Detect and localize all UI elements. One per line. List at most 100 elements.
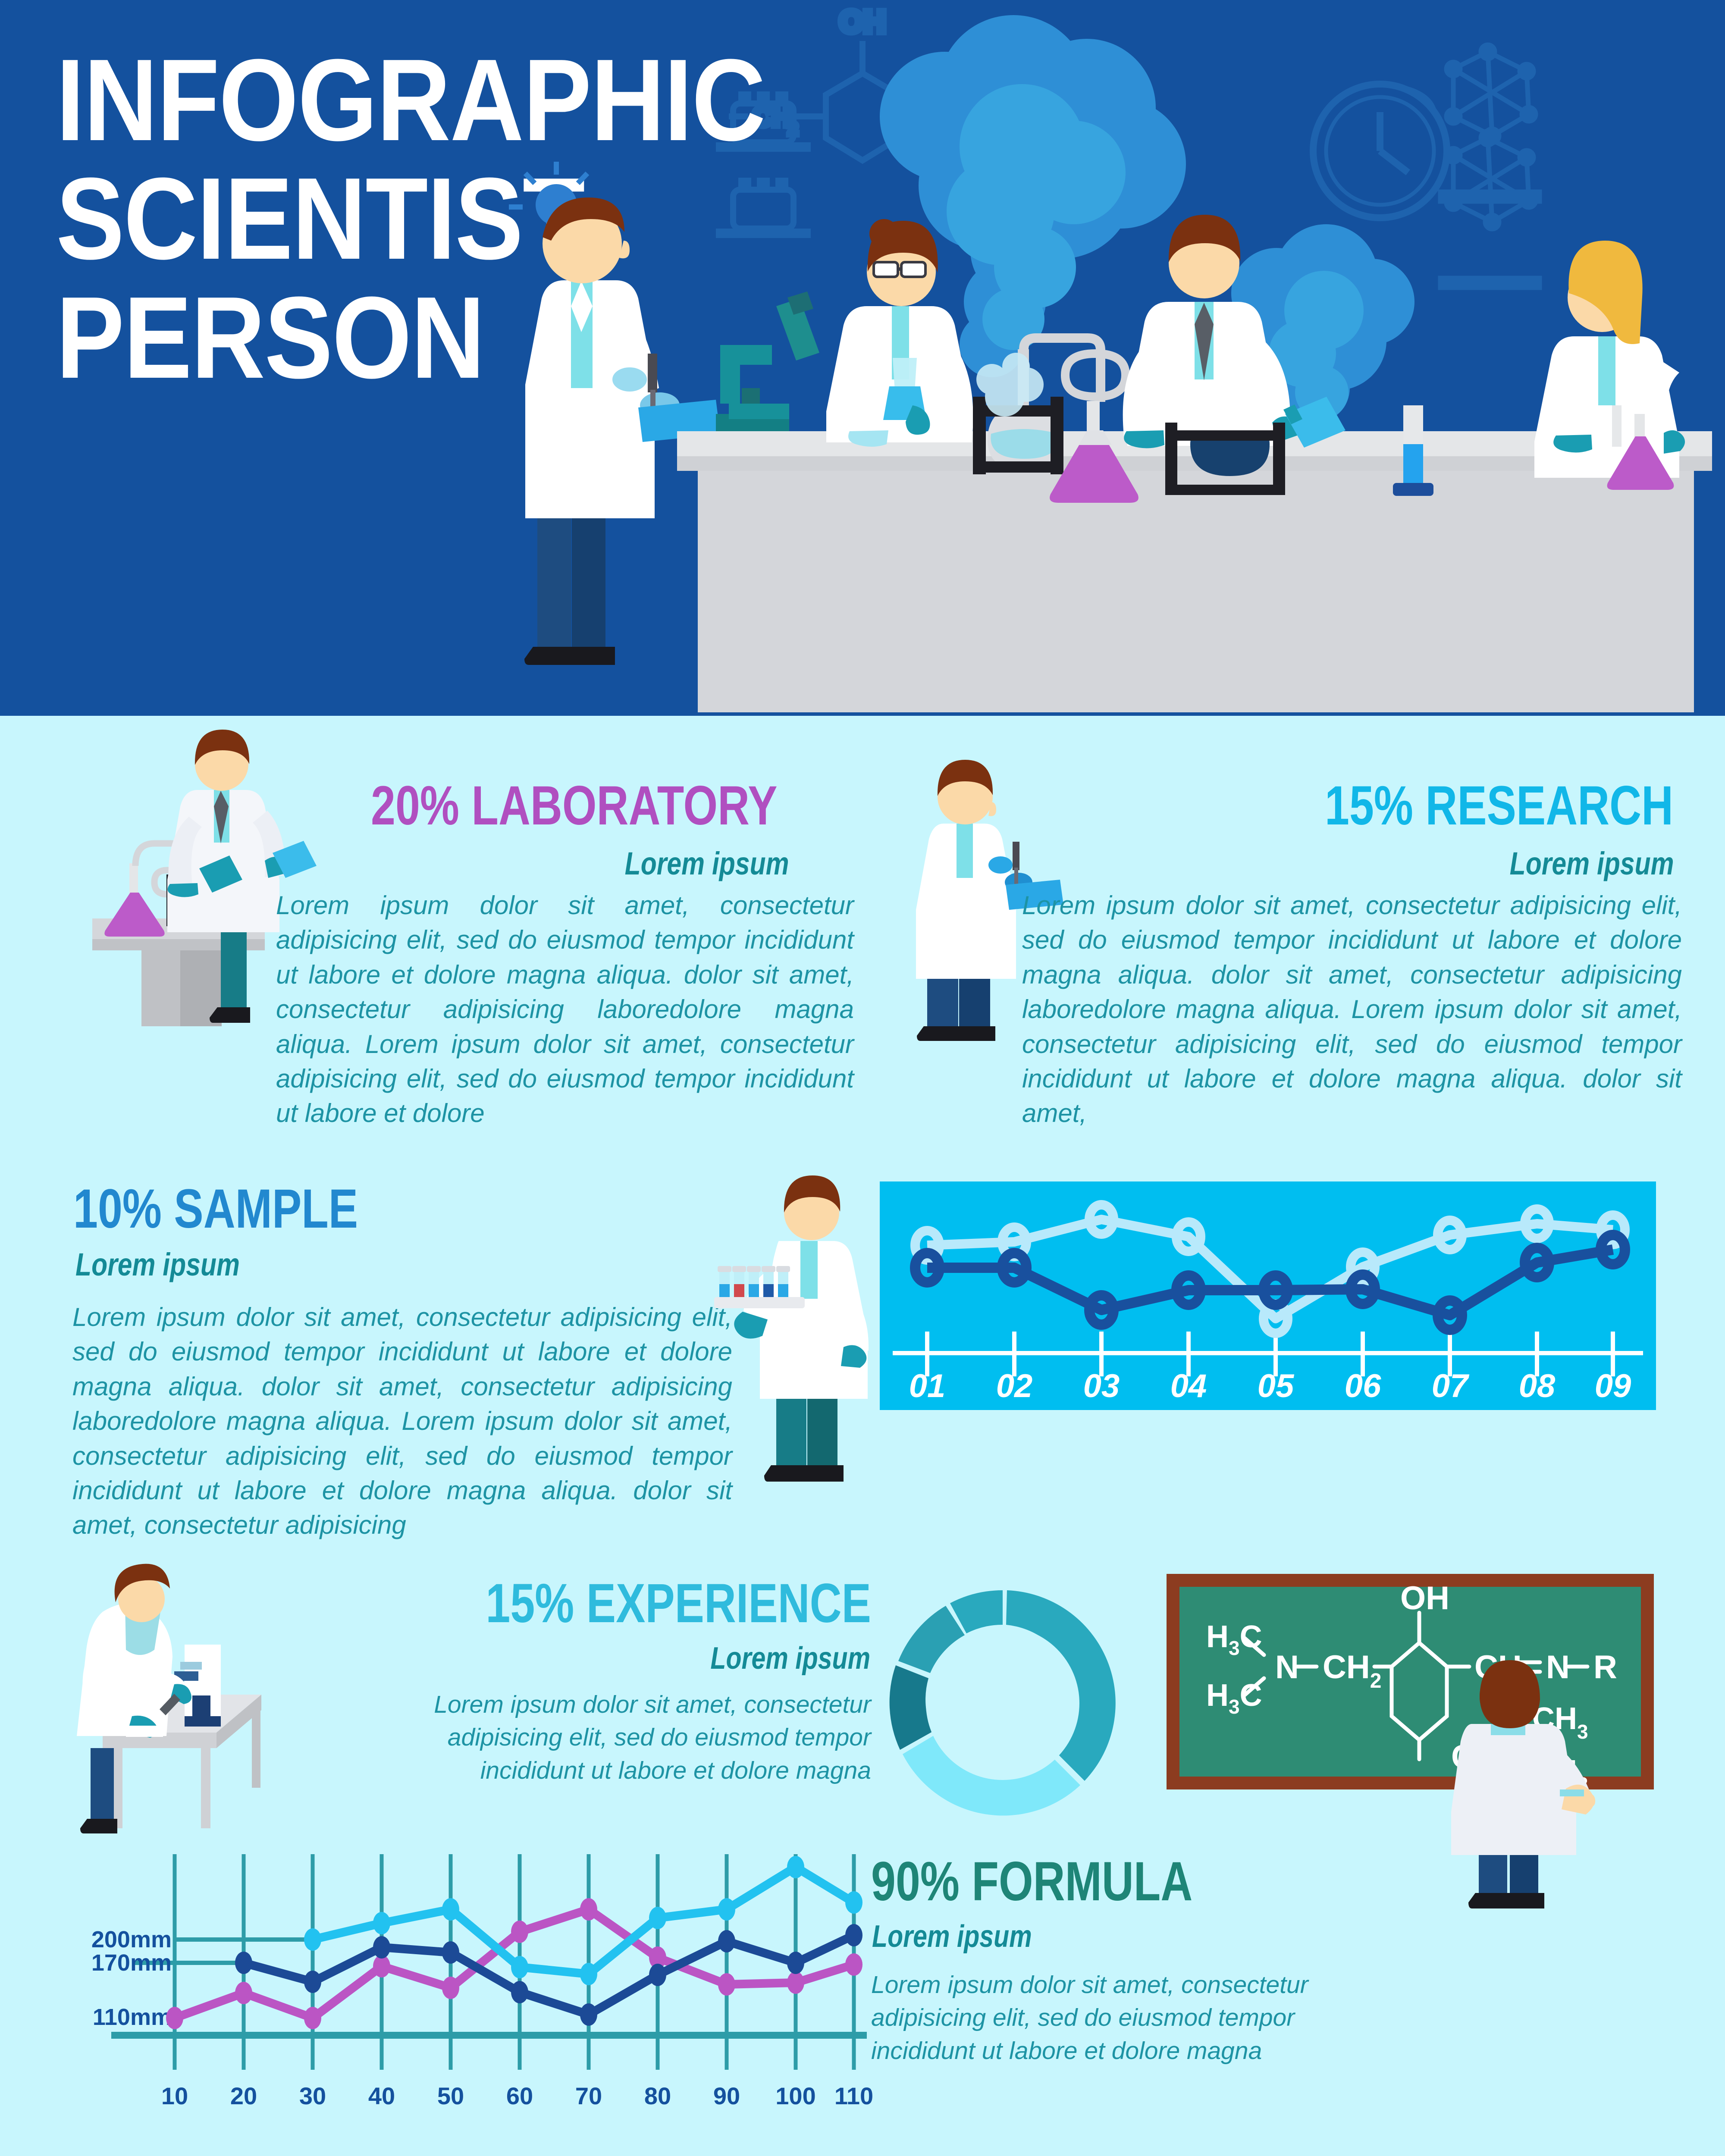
- sample-label: SAMPLE: [174, 1178, 358, 1240]
- main-content: 20% LABORATORY Lorem ipsum Lorem ipsum d…: [0, 716, 1725, 2156]
- timeline-series-light: [910, 1200, 1630, 1338]
- x-tick: 70: [575, 2082, 602, 2109]
- x-tick: 100: [775, 2082, 815, 2109]
- laboratory-title: 20% LABORATORY: [371, 774, 778, 837]
- scientist-figure-1: [524, 197, 720, 665]
- research-subtitle: Lorem ipsum: [1509, 846, 1674, 881]
- formula-percent: 90%: [871, 1851, 960, 1912]
- tick-label: 09: [1595, 1368, 1631, 1404]
- scientist-figure-research: [916, 760, 1063, 1041]
- sample-subtitle: Lorem ipsum: [75, 1247, 240, 1282]
- laboratory-illustration: [92, 730, 317, 1026]
- x-tick: 30: [299, 2082, 326, 2109]
- molecule-lattice-icon: [1438, 42, 1542, 290]
- sample-title: 10% SAMPLE: [73, 1177, 358, 1241]
- measurement-y-labels: 200mm 170mm 110mm: [91, 1927, 172, 2030]
- x-tick: 50: [437, 2082, 464, 2109]
- scientist-figure-lab: [167, 730, 317, 1023]
- laboratory-label: LABORATORY: [471, 775, 778, 837]
- research-title: 15% RESEARCH: [1325, 774, 1673, 837]
- donut-hole: [926, 1626, 1079, 1780]
- sample-percent: 10%: [73, 1178, 162, 1240]
- donut-segment-3: [889, 1665, 932, 1750]
- y-tick-170: 170mm: [91, 1950, 172, 1976]
- label-r: R: [1593, 1649, 1617, 1686]
- experience-body: Lorem ipsum dolor sit amet, consectetur …: [434, 1691, 871, 1784]
- tick-label: 04: [1170, 1368, 1207, 1404]
- laboratory-percent: 20%: [371, 775, 459, 837]
- measurement-series-navy: [235, 1924, 862, 2026]
- tick-label: 02: [996, 1368, 1033, 1404]
- page-title-line-2: SCIENTIST: [56, 154, 585, 284]
- bench-body: [698, 471, 1694, 712]
- tick-label: 08: [1519, 1368, 1556, 1404]
- y-tick-110: 110mm: [93, 2004, 172, 2030]
- x-tick: 20: [230, 2082, 257, 2109]
- x-tick: 80: [644, 2082, 671, 2109]
- laboratory-body: Lorem ipsum dolor sit amet, consectetur …: [276, 891, 854, 1128]
- chalkboard-surface: H3C H3C N CH2 OH CH N R CH2 N CH3 CH3: [1179, 1580, 1641, 1908]
- experience-subtitle: Lorem ipsum: [710, 1641, 870, 1676]
- scientist-figure-3: [1123, 215, 1346, 495]
- scientist-figure-chalkboard: [1451, 1660, 1596, 1908]
- scientist-figure-sample: [714, 1175, 869, 1482]
- lightbulb-idea-icon: [509, 162, 604, 210]
- experience-label: EXPERIENCE: [586, 1573, 871, 1634]
- x-tick: 40: [368, 2082, 395, 2109]
- experience-percent: 15%: [486, 1573, 574, 1634]
- timeline-tick-labels: 01 02 03 04 05 06 07 08 09: [909, 1368, 1631, 1404]
- formula-body: Lorem ipsum dolor sit amet, consectetur …: [871, 1971, 1308, 2065]
- tick-label: 03: [1083, 1368, 1120, 1404]
- experience-illustration: [77, 1564, 261, 1833]
- donut-segment-2b: [950, 1590, 1003, 1633]
- formula-subtitle: Lorem ipsum: [872, 1919, 1032, 1954]
- research-illustration: [916, 760, 1063, 1041]
- label-n-left: N: [1275, 1649, 1299, 1686]
- scientist-figure-4: [1534, 241, 1685, 490]
- graduated-cylinder: [1393, 405, 1433, 496]
- timeline-chart-svg: 01 02 03 04 05 06 07 08 09: [893, 1200, 1643, 1404]
- sample-body: Lorem ipsum dolor sit amet, consectetur …: [72, 1303, 732, 1540]
- label-n-right: N: [1546, 1649, 1570, 1686]
- x-tick: 10: [161, 2082, 188, 2109]
- label-h3c-bottom: H3C: [1206, 1678, 1262, 1718]
- tick-label: 01: [909, 1368, 946, 1404]
- experience-title: 15% EXPERIENCE: [486, 1572, 872, 1635]
- timeline-axis: [893, 1332, 1643, 1376]
- header-banner: OH CH 2 CH: [0, 0, 1725, 716]
- measurement-series-magenta: [166, 1898, 862, 2029]
- timeline-chart-panel: 01 02 03 04 05 06 07 08 09: [880, 1181, 1656, 1410]
- research-percent: 15%: [1324, 775, 1413, 837]
- x-tick: 90: [713, 2082, 740, 2109]
- formula-title: 90% FORMULA: [871, 1850, 1192, 1913]
- formula-label: FORMULA: [972, 1851, 1193, 1912]
- measurement-series-cyan: [304, 1856, 862, 1985]
- microscope-icon: [716, 291, 819, 431]
- research-label: RESEARCH: [1425, 775, 1673, 837]
- label-oh: OH: [1400, 1580, 1449, 1617]
- tick-label: 05: [1258, 1368, 1295, 1404]
- scientist-figure-experience: [77, 1564, 191, 1833]
- header-lab-scene: [509, 162, 1712, 712]
- page-title: INFOGRAPHIC SCIENTIST PERSON: [56, 41, 766, 403]
- tick-label: 07: [1432, 1368, 1470, 1404]
- x-tick: 60: [506, 2082, 533, 2109]
- donut-segment-2: [898, 1606, 965, 1673]
- y-tick-200: 200mm: [91, 1927, 172, 1952]
- label-h3c-top: H3C: [1206, 1620, 1262, 1659]
- label-ch2: CH2: [1323, 1649, 1381, 1692]
- donut-segment-1: [1006, 1590, 1116, 1781]
- laboratory-subtitle: Lorem ipsum: [624, 846, 789, 881]
- x-tick: 110: [834, 2082, 873, 2109]
- scientist-figure-2: [826, 219, 973, 447]
- measurement-chart: 200mm 170mm 110mm: [91, 1854, 873, 2109]
- distillation-apparatus: [973, 333, 1176, 503]
- timeline-series-dark: [910, 1230, 1630, 1335]
- test-tube-rack-icon: [716, 91, 811, 238]
- measurement-y-rules: [134, 1937, 313, 1965]
- safety-goggles-icon: [872, 261, 927, 278]
- svg-text:OH: OH: [839, 5, 886, 39]
- tick-label: 06: [1345, 1368, 1381, 1404]
- page-title-line-3: PERSON: [56, 273, 485, 403]
- sample-illustration: [714, 1175, 869, 1482]
